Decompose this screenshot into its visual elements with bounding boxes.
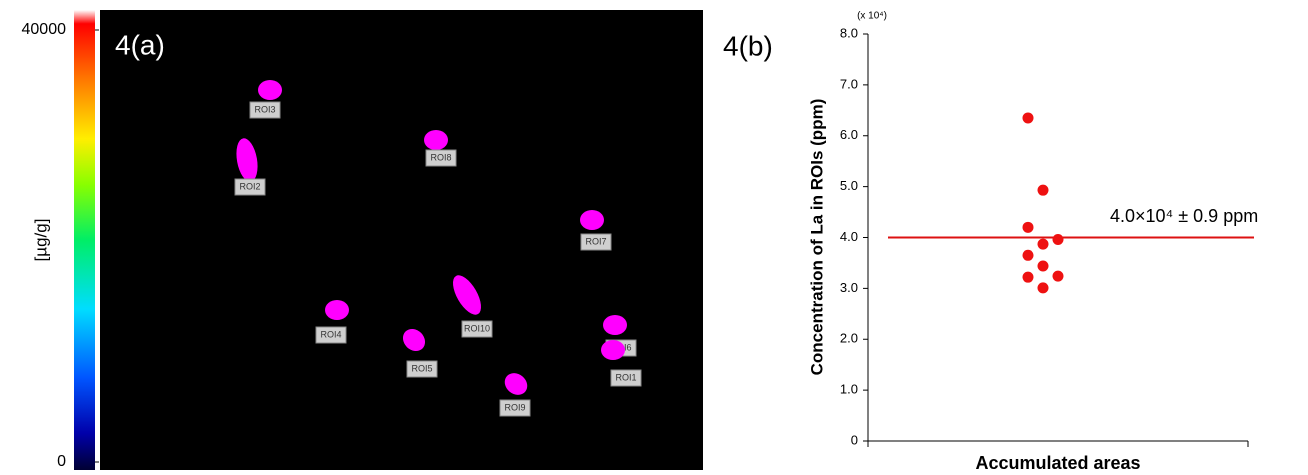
roi-label-box: [461, 320, 493, 338]
data-point: [1037, 260, 1049, 272]
data-point: [1052, 270, 1064, 282]
roi-region: [601, 340, 625, 360]
colorbar-tick-label: 40000: [22, 21, 67, 38]
y-axis-label: Concentration of La in ROIs (ppm): [807, 99, 826, 376]
map-image: [100, 10, 703, 470]
roi-region: [258, 80, 282, 100]
y-tick-label: 2.0: [840, 331, 858, 346]
roi-label-box: [610, 369, 642, 387]
roi-label-box: [249, 101, 281, 119]
panel-title: 4(b): [723, 30, 773, 61]
roi-region: [236, 138, 258, 182]
data-point: [1037, 238, 1049, 250]
roi-label-box: [406, 360, 438, 378]
data-point: [1022, 271, 1034, 283]
y-tick-label: 5.0: [840, 178, 858, 193]
roi-label-box: [315, 326, 347, 344]
data-point: [1022, 112, 1034, 124]
roi-label: ROI8: [430, 152, 451, 162]
roi-region: [580, 210, 604, 230]
data-point: [1022, 249, 1034, 261]
roi-region: [325, 300, 349, 320]
roi-region: [402, 328, 426, 352]
roi-label-box: [499, 399, 531, 417]
roi-label: ROI1: [615, 372, 636, 382]
y-tick-label: 7.0: [840, 76, 858, 91]
roi-label-box: [234, 178, 266, 196]
roi-label-box: [580, 233, 612, 251]
roi-label: ROI7: [585, 236, 606, 246]
roi-label: ROI9: [504, 402, 525, 412]
roi-label: ROI3: [254, 104, 275, 114]
roi-region: [504, 373, 528, 395]
roi-region: [453, 275, 481, 315]
y-tick-label: 1.0: [840, 382, 858, 397]
roi-label-box: [425, 149, 457, 167]
y-tick-label: 3.0: [840, 280, 858, 295]
data-point: [1037, 184, 1049, 196]
roi-region: [603, 315, 627, 335]
y-tick-label: 6.0: [840, 127, 858, 142]
colorbar-label: [µg/g]: [31, 219, 50, 262]
panel-title: 4(a): [115, 29, 165, 60]
roi-label: ROI4: [320, 329, 341, 339]
colorbar-tick-label: 0: [57, 453, 66, 470]
x-axis-label: Accumulated areas: [975, 453, 1140, 473]
roi-label: ROI2: [239, 181, 260, 191]
roi-label: ROI10: [464, 323, 490, 333]
y-multiplier: (x 10⁴): [857, 11, 887, 22]
y-tick-label: 4.0: [840, 229, 858, 244]
data-point: [1037, 282, 1049, 294]
data-point: [1052, 234, 1064, 246]
colorbar: [74, 10, 95, 470]
data-point: [1022, 221, 1034, 233]
annotation: 4.0×10⁴ ± 0.9 ppm: [1110, 206, 1258, 226]
y-tick-label: 8.0: [840, 25, 858, 40]
roi-label: ROI5: [411, 363, 432, 373]
roi-region: [424, 130, 448, 150]
y-tick-label: 0: [851, 432, 858, 447]
